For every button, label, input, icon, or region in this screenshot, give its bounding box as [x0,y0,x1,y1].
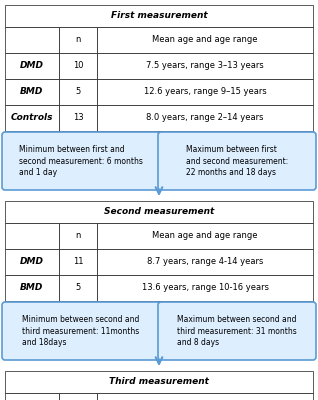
Bar [59,79,97,105]
Text: Third measurement: Third measurement [109,378,209,386]
Text: 7.5 years, range 3–13 years: 7.5 years, range 3–13 years [146,62,264,70]
Text: Maximum between second and
third measurement: 31 months
and 8 days: Maximum between second and third measure… [177,315,297,347]
Bar [59,27,97,53]
Text: n: n [75,36,81,44]
Text: 13: 13 [73,114,83,122]
Bar [59,275,97,301]
FancyBboxPatch shape [2,302,160,360]
Text: BMD: BMD [20,284,44,292]
Bar [5,393,59,400]
Bar [59,223,97,249]
Text: Mean age and age range: Mean age and age range [152,232,258,240]
Bar [5,275,59,301]
Text: DMD: DMD [20,258,44,266]
Text: 8.0 years, range 2–14 years: 8.0 years, range 2–14 years [147,114,264,122]
Bar [59,249,97,275]
FancyBboxPatch shape [158,132,316,190]
Bar [5,5,313,27]
Text: Maximum between first
and second measurement:
22 months and 18 days: Maximum between first and second measure… [186,145,288,177]
Bar [5,201,313,223]
Text: Mean age and age range: Mean age and age range [152,36,258,44]
Text: First measurement: First measurement [111,12,207,20]
Text: Minimum between first and
second measurement: 6 months
and 1 day: Minimum between first and second measure… [19,145,143,177]
Bar [5,53,59,79]
Bar [59,53,97,79]
Bar [59,393,97,400]
Bar [5,223,59,249]
Bar [5,79,59,105]
Text: 8.7 years, range 4-14 years: 8.7 years, range 4-14 years [147,258,263,266]
FancyBboxPatch shape [2,132,160,190]
Text: 12.6 years, range 9–15 years: 12.6 years, range 9–15 years [144,88,266,96]
Text: Minimum between second and
third measurement: 11months
and 18days: Minimum between second and third measure… [22,315,140,347]
Text: 13.6 years, range 10-16 years: 13.6 years, range 10-16 years [142,284,269,292]
Text: BMD: BMD [20,88,44,96]
Bar [97,79,313,105]
Text: 5: 5 [76,88,81,96]
Bar [97,105,313,131]
Bar [97,27,313,53]
Text: 11: 11 [73,258,83,266]
Text: Controls: Controls [11,114,53,122]
Text: 10: 10 [73,62,83,70]
Bar [5,105,59,131]
Text: 5: 5 [76,284,81,292]
Text: n: n [75,232,81,240]
Bar [97,223,313,249]
Bar [97,249,313,275]
Text: DMD: DMD [20,62,44,70]
Bar [5,249,59,275]
Bar [5,27,59,53]
Bar [5,371,313,393]
Bar [97,393,313,400]
Bar [59,105,97,131]
FancyBboxPatch shape [158,302,316,360]
Text: Second measurement: Second measurement [104,208,214,216]
Bar [97,53,313,79]
Bar [97,275,313,301]
